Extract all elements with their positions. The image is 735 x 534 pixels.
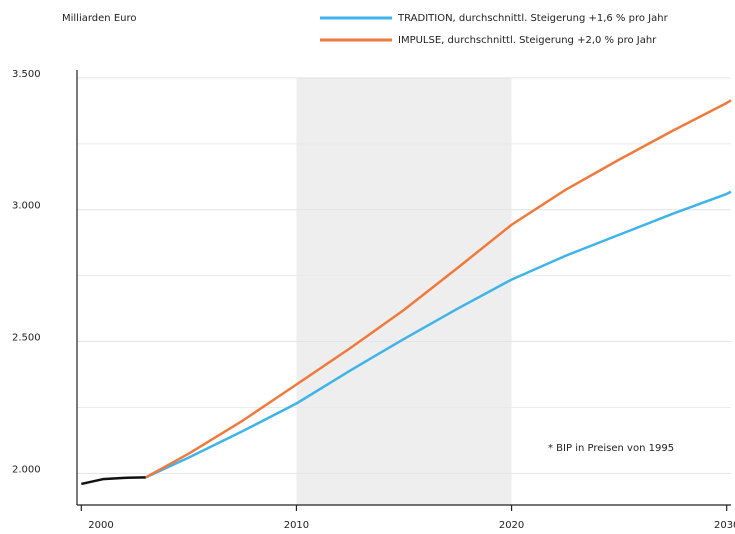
legend-label: IMPULSE, durchschnittl. Steigerung +2,0 … bbox=[398, 35, 657, 46]
x-tick-label: 2010 bbox=[284, 520, 309, 531]
y-tick-label: 3.000 bbox=[12, 201, 41, 212]
y-tick-label: 3.500 bbox=[12, 69, 41, 80]
y-tick-label: 2.000 bbox=[12, 464, 41, 475]
x-tick-label: 2020 bbox=[499, 520, 524, 531]
legend-label: TRADITION, durchschnittl. Steigerung +1,… bbox=[397, 13, 669, 24]
y-axis-label: Milliarden Euro bbox=[62, 13, 137, 24]
line bbox=[145, 190, 732, 479]
annotation: * BIP in Preisen von 1995 bbox=[548, 443, 674, 454]
line bbox=[81, 476, 146, 486]
shaded-region bbox=[296, 78, 512, 505]
x-tick-label: 2000 bbox=[88, 520, 113, 531]
x-tick-label: 2030 bbox=[714, 520, 735, 531]
line bbox=[145, 99, 732, 479]
y-tick-label: 2.500 bbox=[12, 333, 41, 344]
